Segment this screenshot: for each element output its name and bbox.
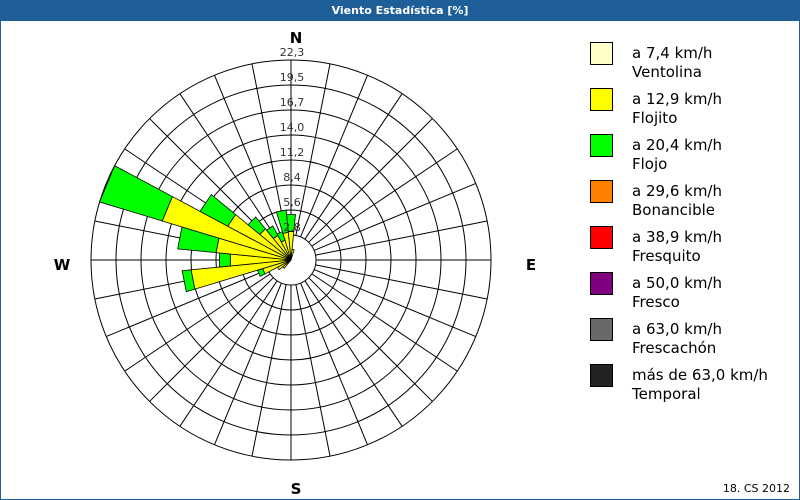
grid-spoke (313, 183, 476, 251)
grid-spoke (304, 280, 403, 427)
legend-swatch (590, 42, 613, 65)
wedge-292.5-flojo (99, 165, 173, 222)
grid-spoke (179, 280, 278, 427)
grid-spoke (251, 63, 287, 236)
grid-spoke (124, 273, 271, 372)
ring-label: 14,0 (280, 121, 305, 134)
legend-name: Frescachón (632, 339, 717, 357)
grid-spoke (179, 93, 278, 240)
wedge-326.25-flojo (265, 225, 279, 240)
wedge-315-flojo (247, 216, 266, 235)
legend-name: Flojito (632, 109, 678, 127)
legend-name: Temporal (632, 385, 701, 403)
grid-spoke (106, 269, 269, 337)
legend-swatch (590, 134, 613, 157)
legend-label: a 7,4 km/h Ventolina (632, 44, 712, 82)
compass-s: S (291, 480, 302, 498)
legend-swatch (590, 318, 613, 341)
grid-spoke (308, 277, 433, 402)
compass-w: W (54, 256, 71, 274)
ring-label: 2,8 (283, 221, 301, 234)
legend-name: Ventolina (632, 63, 702, 81)
grid-spoke (300, 282, 368, 445)
legend-label: a 12,9 km/h Flojito (632, 90, 722, 128)
grid-spoke (304, 93, 403, 240)
legend-label: a 50,0 km/h Fresco (632, 274, 722, 312)
wedge-303.75-flojo (199, 193, 237, 227)
ring-labels: 2,8 5,6 8,4 11,2 14,0 16,7 19,5 22,3 (280, 46, 305, 234)
grid-spoke (311, 273, 458, 372)
wedge-11.25-flojito (290, 248, 295, 259)
grid-spoke (311, 148, 458, 247)
wedge-258.75-flojo (181, 269, 196, 293)
grid-spoke (315, 264, 488, 300)
legend-label: a 38,9 km/h Fresquito (632, 228, 722, 266)
grid-spoke (295, 284, 331, 457)
ring-label: 5,6 (283, 196, 301, 209)
legend-swatch (590, 88, 613, 111)
legend-swatch (590, 364, 613, 387)
legend-swatch (590, 272, 613, 295)
wedge-348.75-flojo (275, 209, 289, 234)
compass-n: N (290, 29, 303, 47)
legend-range: a 12,9 km/h (632, 90, 722, 108)
legend-range: a 7,4 km/h (632, 44, 713, 62)
legend-name: Bonancible (632, 201, 716, 219)
grid-spoke (313, 269, 476, 337)
legend-name: Fresquito (632, 247, 701, 265)
ring-label: 16,7 (280, 96, 305, 109)
legend-name: Fresco (632, 293, 680, 311)
grid-spoke (149, 277, 274, 402)
legend-range: a 63,0 km/h (632, 320, 722, 338)
legend-label: a 63,0 km/h Frescachón (632, 320, 722, 358)
legend-range: a 29,6 km/h (632, 182, 722, 200)
grid-spoke (214, 282, 282, 445)
grid-spoke (251, 284, 287, 457)
grid-spoke (300, 75, 368, 238)
ring-label: 22,3 (280, 46, 305, 59)
legend-range: más de 63,0 km/h (632, 366, 768, 384)
compass-e: E (526, 256, 536, 274)
legend-range: a 20,4 km/h (632, 136, 722, 154)
ring-label: 19,5 (280, 71, 305, 84)
legend-swatch (590, 180, 613, 203)
grid-spoke (308, 118, 433, 243)
legend-label: más de 63,0 km/h Temporal (632, 366, 768, 404)
chart-title: Viento Estadística [%] (0, 0, 800, 21)
grid-spoke (315, 220, 488, 256)
ring-label: 11,2 (280, 146, 305, 159)
grid-spoke (214, 75, 282, 238)
legend-label: a 20,4 km/h Flojo (632, 136, 722, 174)
legend-label: a 29,6 km/h Bonancible (632, 182, 722, 220)
wedge-270-flojo (219, 252, 231, 268)
legend-name: Flojo (632, 155, 668, 173)
legend-range: a 38,9 km/h (632, 228, 722, 246)
footer-text: 18. CS 2012 (722, 482, 790, 495)
ring-label: 8,4 (283, 171, 301, 184)
grid-spoke (295, 63, 331, 236)
legend-swatch (590, 226, 613, 249)
wedges (99, 165, 296, 293)
legend-range: a 50,0 km/h (632, 274, 722, 292)
